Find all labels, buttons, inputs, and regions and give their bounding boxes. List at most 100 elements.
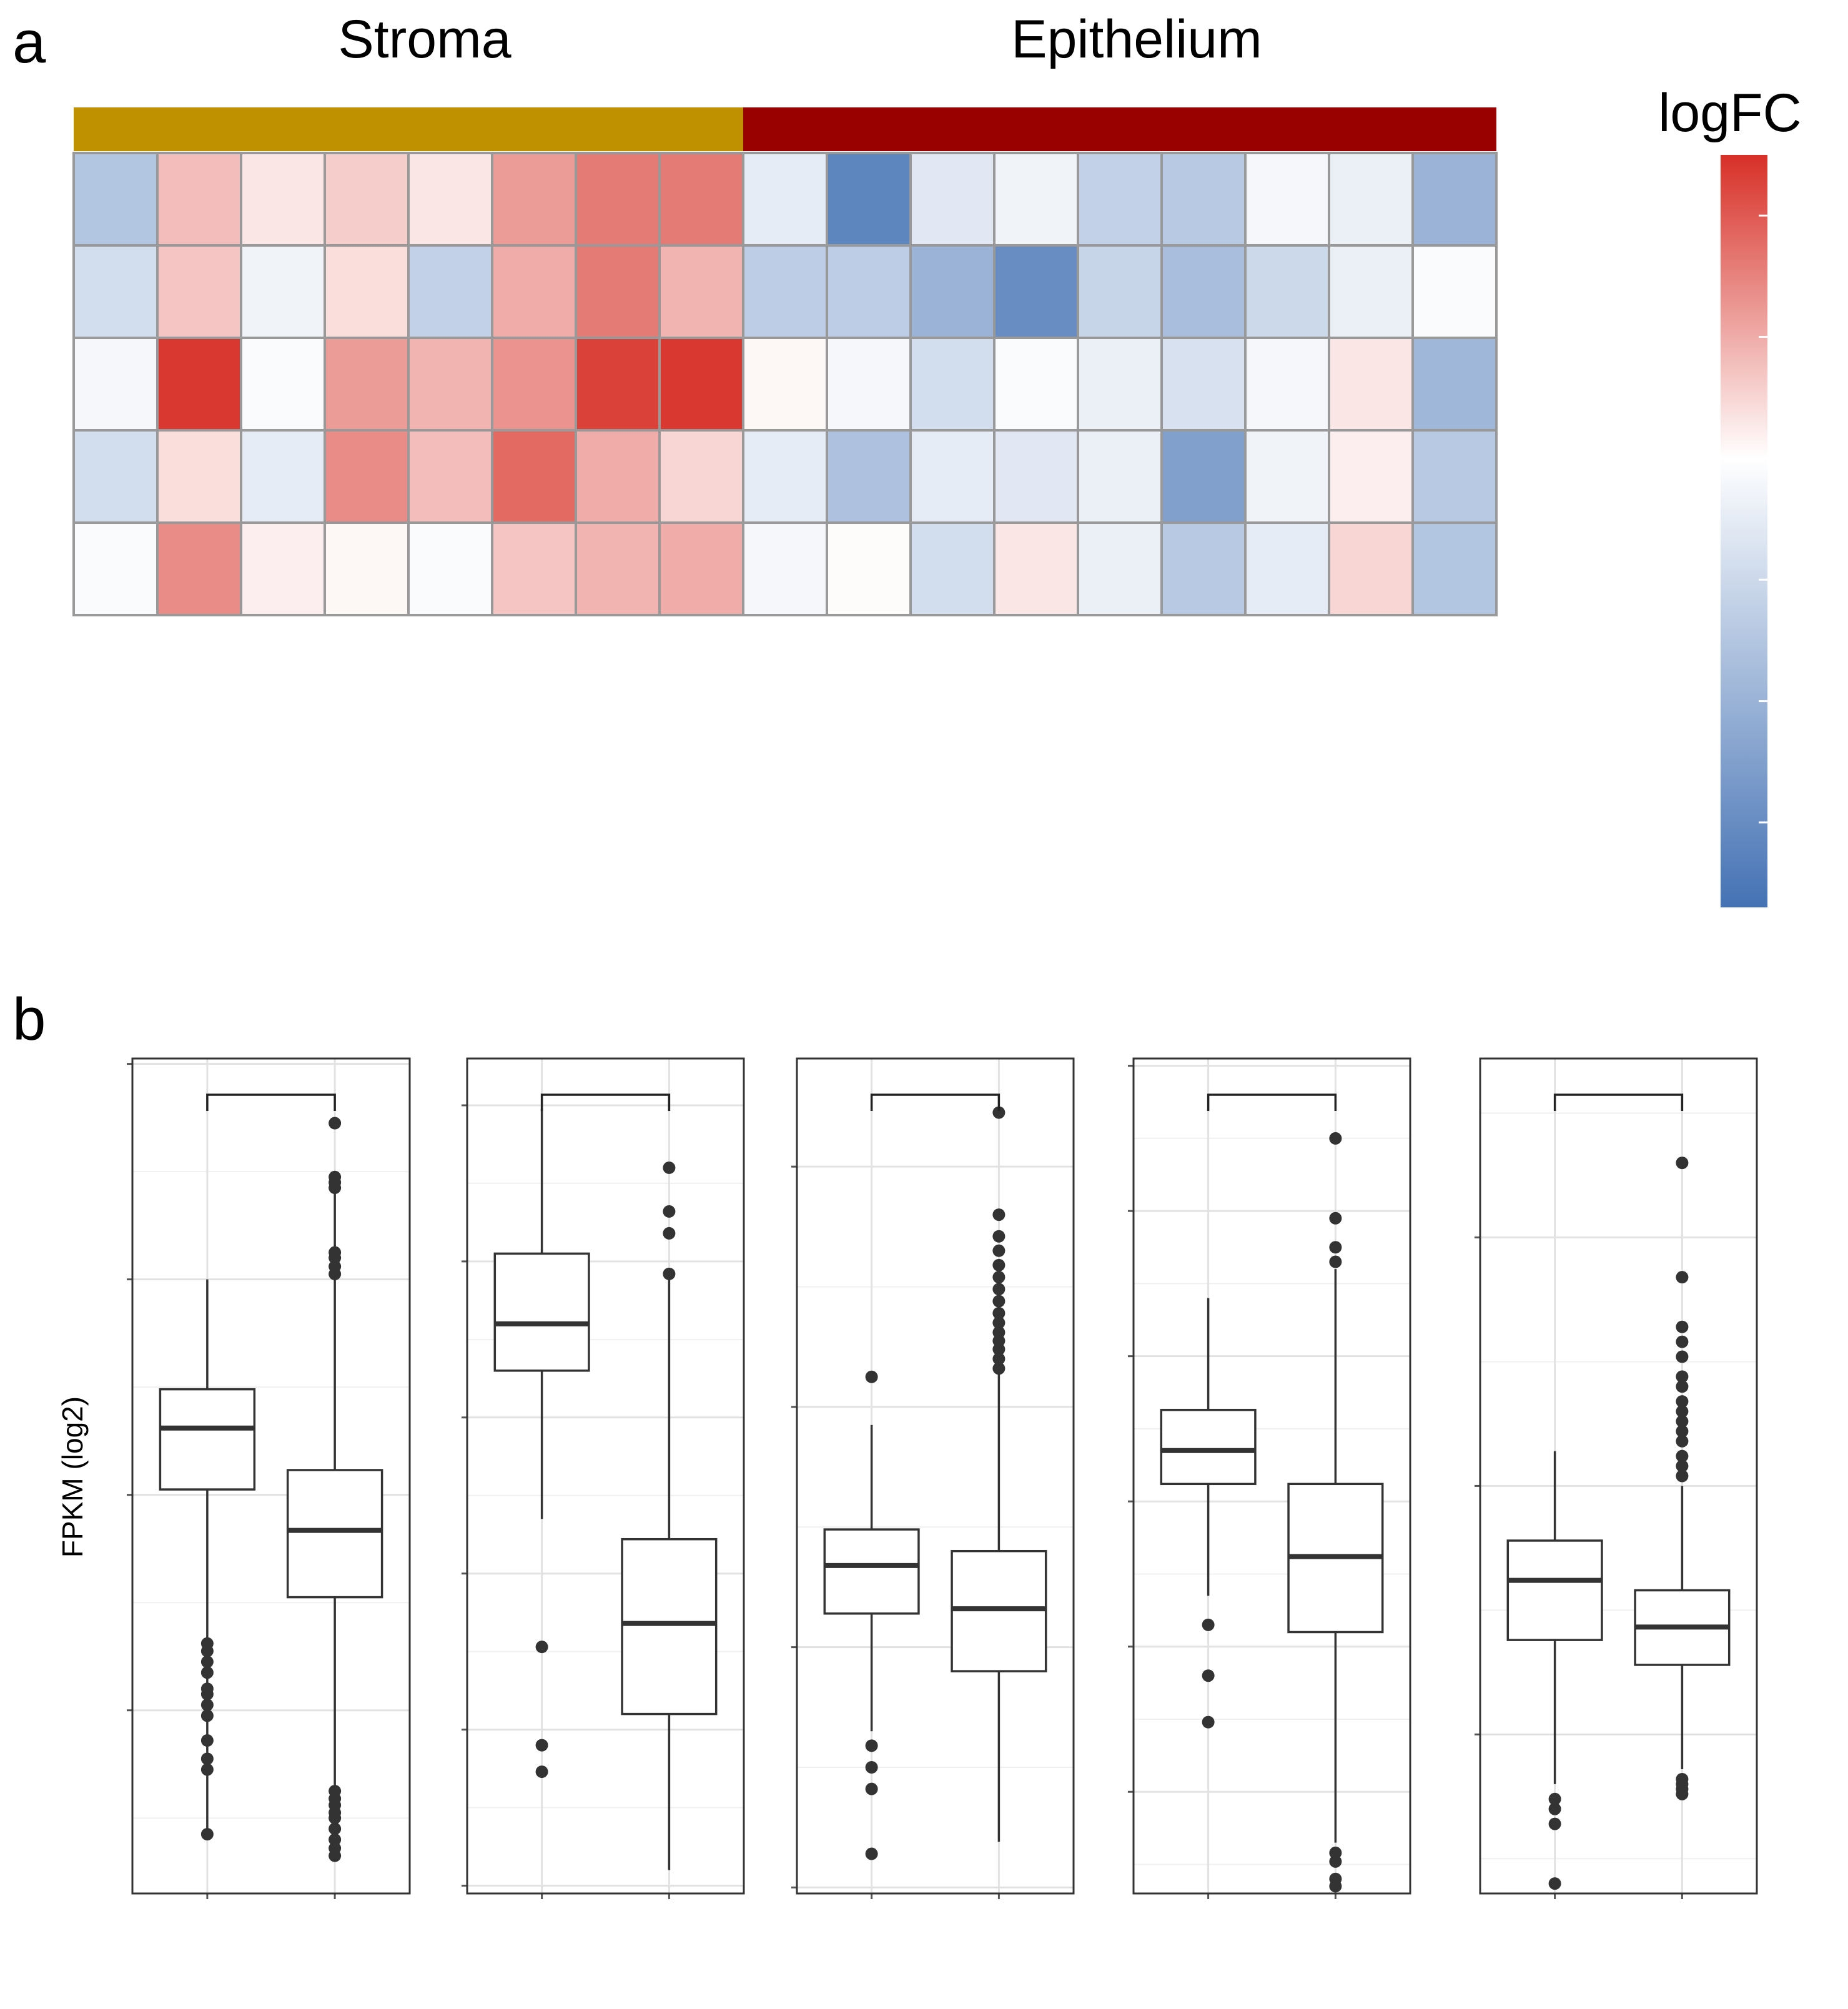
- panel-frame: [1132, 1057, 1411, 1895]
- heatmap-cell: [909, 429, 996, 524]
- heatmap-cell: [1411, 521, 1498, 616]
- heatmap-cell: [658, 244, 744, 339]
- heatmap-cell: [993, 521, 1079, 616]
- outlier-point: [1676, 1350, 1689, 1363]
- heatmap-cell: [1160, 429, 1247, 524]
- plot-area: [467, 1059, 744, 1893]
- heatmap-cell: [491, 429, 577, 524]
- heatmap-cell: [1077, 337, 1163, 432]
- heatmap-cell: [658, 337, 744, 432]
- outlier-point: [535, 1739, 548, 1752]
- outlier-point: [992, 1208, 1006, 1222]
- heatmap-cell: [993, 337, 1079, 432]
- outlier-point: [1548, 1802, 1561, 1815]
- boxplots: [127, 1057, 1758, 1899]
- outlier-point: [992, 1230, 1006, 1243]
- heatmap-cell: [156, 337, 242, 432]
- heatmap-cell: [658, 429, 744, 524]
- heatmap-cell: [575, 337, 661, 432]
- heatmap-cell: [909, 244, 996, 339]
- heatmap-cell: [1077, 521, 1163, 616]
- boxplot-panel-etv6: [1475, 1057, 1758, 1899]
- heatmap-cell: [1328, 152, 1414, 247]
- heatmap-cell: [1411, 244, 1498, 339]
- heatmap-cell: [1328, 337, 1414, 432]
- outlier-point: [663, 1267, 676, 1280]
- heatmap-cell: [156, 521, 242, 616]
- heatmap-cell: [658, 152, 744, 247]
- heatmap-cell: [156, 429, 242, 524]
- box-normal: [159, 1388, 256, 1491]
- outlier-point: [329, 1117, 342, 1130]
- outlier-point: [329, 1170, 342, 1183]
- outlier-point: [1548, 1792, 1561, 1805]
- outlier-point: [200, 1656, 214, 1669]
- heatmap-cell: [993, 429, 1079, 524]
- plot-area: [797, 1059, 1074, 1893]
- heatmap-cell: [742, 429, 828, 524]
- outlier-point: [865, 1847, 878, 1860]
- significance-bracket: [540, 1093, 671, 1111]
- outlier-point: [1548, 1817, 1561, 1830]
- significance-bracket: [206, 1093, 336, 1111]
- heatmap-cell: [1077, 429, 1163, 524]
- outlier-point: [663, 1227, 676, 1240]
- outlier-point: [200, 1666, 214, 1679]
- heatmap-cell: [407, 244, 493, 339]
- outlier-point: [200, 1699, 214, 1712]
- heatmap-cell: [993, 152, 1079, 247]
- heatmap-cell: [1160, 521, 1247, 616]
- outlier-point: [663, 1205, 676, 1218]
- outlier-point: [992, 1295, 1006, 1308]
- boxplot-panel-pdgfc: [1128, 1057, 1411, 1899]
- outlier-point: [1676, 1469, 1689, 1483]
- heatmap-cell: [575, 152, 661, 247]
- heatmap-cell: [1244, 244, 1330, 339]
- panel-frame: [1479, 1057, 1758, 1895]
- heatmap-cell: [826, 429, 912, 524]
- heatmap-cell: [1244, 521, 1330, 616]
- panel-frame: [796, 1057, 1075, 1895]
- heatmap-cell: [240, 521, 326, 616]
- heatmap-cell: [491, 244, 577, 339]
- heatmap-cell: [909, 152, 996, 247]
- heatmap-cell: [1077, 244, 1163, 339]
- heatmap-cell: [1160, 337, 1247, 432]
- outlier-point: [865, 1761, 878, 1774]
- outlier-point: [865, 1782, 878, 1795]
- outlier-point: [992, 1283, 1006, 1296]
- heatmap-cell: [826, 337, 912, 432]
- outlier-point: [865, 1370, 878, 1383]
- group-bar-epithelium: [743, 107, 1496, 151]
- box-normal: [1506, 1539, 1603, 1641]
- heatmap-cell: [1411, 152, 1498, 247]
- box-tumor: [621, 1538, 718, 1715]
- heatmap-cell: [1244, 429, 1330, 524]
- heatmap-cell: [72, 244, 159, 339]
- heatmap-cell: [826, 244, 912, 339]
- box-tumor: [286, 1469, 383, 1599]
- heatmap-cell: [240, 152, 326, 247]
- heatmap-cell: [72, 337, 159, 432]
- outlier-point: [992, 1106, 1006, 1119]
- heatmap-cell: [1160, 244, 1247, 339]
- outlier-point: [1329, 1132, 1342, 1145]
- heatmap-cell: [491, 337, 577, 432]
- outlier-point: [1676, 1320, 1689, 1333]
- heatmap-cell: [1328, 244, 1414, 339]
- heatmap-cell: [407, 429, 493, 524]
- outlier-point: [992, 1352, 1006, 1365]
- heatmap-cell: [407, 521, 493, 616]
- boxplot-panel-tlr2: [791, 1057, 1075, 1899]
- outlier-point: [1676, 1271, 1689, 1284]
- outlier-point: [992, 1306, 1006, 1320]
- significance-bracket: [1207, 1093, 1337, 1111]
- heatmap: [72, 107, 1498, 616]
- outlier-point: [329, 1246, 342, 1259]
- outlier-point: [992, 1244, 1006, 1257]
- outlier-point: [1676, 1424, 1689, 1438]
- box-ylabel: FPKM (log2): [56, 1396, 89, 1557]
- heatmap-cell: [72, 521, 159, 616]
- outlier-point: [329, 1842, 342, 1855]
- heatmap-cell: [324, 152, 410, 247]
